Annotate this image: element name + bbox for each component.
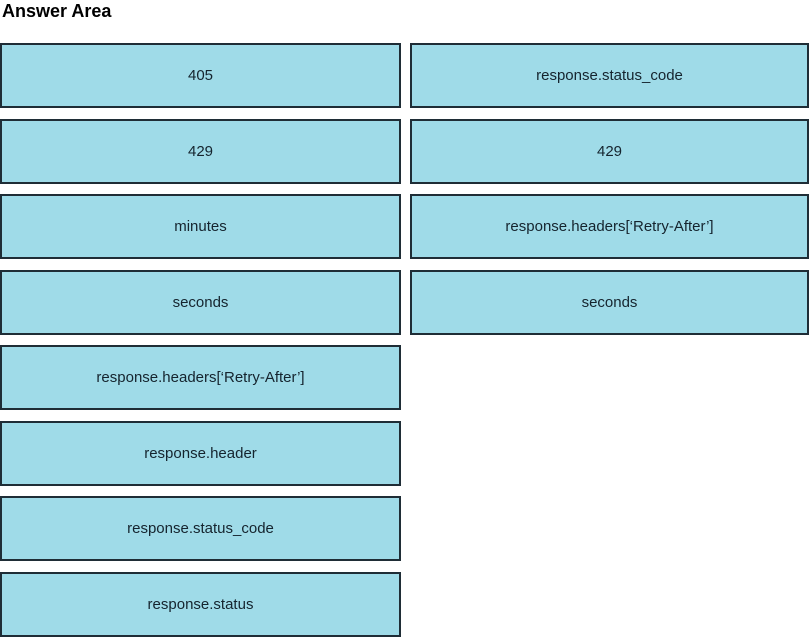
page-title: Answer Area xyxy=(2,1,112,21)
answer-slot-response-headers-retry-after[interactable]: response.headers[‘Retry-After’] xyxy=(410,194,809,259)
option-response-status[interactable]: response.status xyxy=(0,571,401,637)
option-minutes[interactable]: minutes xyxy=(0,194,401,259)
option-response-headers-retry-after[interactable]: response.headers[‘Retry-After’] xyxy=(0,345,401,410)
option-seconds[interactable]: seconds xyxy=(0,269,401,335)
source-options-column: 405 429 minutes seconds response.headers… xyxy=(0,43,401,637)
answer-slots-column: response.status_code 429 response.header… xyxy=(410,43,809,335)
answer-slot-429[interactable]: 429 xyxy=(410,118,809,184)
options-columns: 405 429 minutes seconds response.headers… xyxy=(0,43,809,637)
answer-slot-seconds[interactable]: seconds xyxy=(410,269,809,335)
answer-slot-response-status-code[interactable]: response.status_code xyxy=(410,43,809,108)
option-response-status-code[interactable]: response.status_code xyxy=(0,496,401,561)
option-405[interactable]: 405 xyxy=(0,43,401,108)
option-response-header[interactable]: response.header xyxy=(0,420,401,486)
option-429[interactable]: 429 xyxy=(0,118,401,184)
